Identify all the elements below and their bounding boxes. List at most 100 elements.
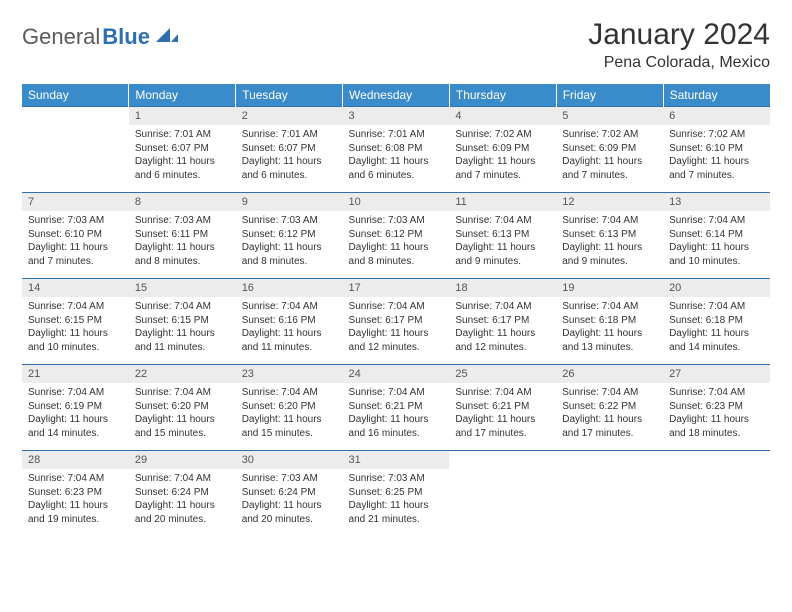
sunset-line: Sunset: 6:20 PM — [135, 400, 230, 414]
daylight1-line: Daylight: 11 hours — [349, 413, 444, 427]
sunrise-line: Sunrise: 7:01 AM — [242, 128, 337, 142]
daylight1-line: Daylight: 11 hours — [669, 413, 764, 427]
cell-body: Sunrise: 7:01 AMSunset: 6:08 PMDaylight:… — [343, 125, 450, 186]
sunrise-line: Sunrise: 7:01 AM — [349, 128, 444, 142]
cell-body: Sunrise: 7:04 AMSunset: 6:21 PMDaylight:… — [343, 383, 450, 444]
sunrise-line: Sunrise: 7:04 AM — [135, 472, 230, 486]
calendar-cell: 9Sunrise: 7:03 AMSunset: 6:12 PMDaylight… — [236, 193, 343, 279]
brand-logo: GeneralBlue — [22, 24, 178, 50]
weekday-header: Saturday — [663, 84, 770, 107]
day-number: 28 — [22, 451, 129, 469]
daylight2-line: and 14 minutes. — [28, 427, 123, 441]
daylight1-line: Daylight: 11 hours — [669, 241, 764, 255]
sunrise-line: Sunrise: 7:04 AM — [28, 300, 123, 314]
daylight1-line: Daylight: 11 hours — [455, 413, 550, 427]
calendar-body: 1Sunrise: 7:01 AMSunset: 6:07 PMDaylight… — [22, 107, 770, 537]
day-number: 14 — [22, 279, 129, 297]
day-number: 26 — [556, 365, 663, 383]
sunset-line: Sunset: 6:25 PM — [349, 486, 444, 500]
day-number: 2 — [236, 107, 343, 125]
day-number: 23 — [236, 365, 343, 383]
calendar-cell — [22, 107, 129, 193]
sunset-line: Sunset: 6:17 PM — [349, 314, 444, 328]
daylight1-line: Daylight: 11 hours — [349, 241, 444, 255]
daylight2-line: and 20 minutes. — [242, 513, 337, 527]
daylight1-line: Daylight: 11 hours — [349, 155, 444, 169]
daylight1-line: Daylight: 11 hours — [135, 413, 230, 427]
daylight1-line: Daylight: 11 hours — [562, 241, 657, 255]
calendar-cell: 7Sunrise: 7:03 AMSunset: 6:10 PMDaylight… — [22, 193, 129, 279]
daylight1-line: Daylight: 11 hours — [242, 327, 337, 341]
daylight2-line: and 6 minutes. — [349, 169, 444, 183]
day-number: 13 — [663, 193, 770, 211]
calendar-cell: 17Sunrise: 7:04 AMSunset: 6:17 PMDayligh… — [343, 279, 450, 365]
calendar-cell: 10Sunrise: 7:03 AMSunset: 6:12 PMDayligh… — [343, 193, 450, 279]
calendar-cell: 15Sunrise: 7:04 AMSunset: 6:15 PMDayligh… — [129, 279, 236, 365]
sunrise-line: Sunrise: 7:04 AM — [562, 214, 657, 228]
day-number: 6 — [663, 107, 770, 125]
daylight1-line: Daylight: 11 hours — [28, 241, 123, 255]
daylight2-line: and 20 minutes. — [135, 513, 230, 527]
calendar-cell: 19Sunrise: 7:04 AMSunset: 6:18 PMDayligh… — [556, 279, 663, 365]
sunrise-line: Sunrise: 7:04 AM — [242, 300, 337, 314]
cell-body: Sunrise: 7:03 AMSunset: 6:11 PMDaylight:… — [129, 211, 236, 272]
daylight1-line: Daylight: 11 hours — [135, 241, 230, 255]
weekday-header: Sunday — [22, 84, 129, 107]
daylight1-line: Daylight: 11 hours — [135, 327, 230, 341]
cell-body: Sunrise: 7:04 AMSunset: 6:16 PMDaylight:… — [236, 297, 343, 358]
daylight2-line: and 6 minutes. — [135, 169, 230, 183]
daylight2-line: and 8 minutes. — [135, 255, 230, 269]
day-number: 8 — [129, 193, 236, 211]
day-number: 24 — [343, 365, 450, 383]
daylight1-line: Daylight: 11 hours — [349, 499, 444, 513]
calendar-cell: 25Sunrise: 7:04 AMSunset: 6:21 PMDayligh… — [449, 365, 556, 451]
calendar-cell: 5Sunrise: 7:02 AMSunset: 6:09 PMDaylight… — [556, 107, 663, 193]
cell-body: Sunrise: 7:01 AMSunset: 6:07 PMDaylight:… — [129, 125, 236, 186]
weekday-header: Tuesday — [236, 84, 343, 107]
daylight2-line: and 17 minutes. — [562, 427, 657, 441]
daylight1-line: Daylight: 11 hours — [242, 155, 337, 169]
cell-body: Sunrise: 7:02 AMSunset: 6:09 PMDaylight:… — [556, 125, 663, 186]
sunrise-line: Sunrise: 7:04 AM — [455, 300, 550, 314]
sunset-line: Sunset: 6:13 PM — [562, 228, 657, 242]
day-number: 5 — [556, 107, 663, 125]
sunset-line: Sunset: 6:07 PM — [242, 142, 337, 156]
cell-body: Sunrise: 7:04 AMSunset: 6:19 PMDaylight:… — [22, 383, 129, 444]
weekday-header: Wednesday — [343, 84, 450, 107]
calendar-cell: 12Sunrise: 7:04 AMSunset: 6:13 PMDayligh… — [556, 193, 663, 279]
cell-body: Sunrise: 7:04 AMSunset: 6:20 PMDaylight:… — [236, 383, 343, 444]
sunset-line: Sunset: 6:21 PM — [455, 400, 550, 414]
daylight1-line: Daylight: 11 hours — [28, 413, 123, 427]
daylight2-line: and 17 minutes. — [455, 427, 550, 441]
calendar-cell: 22Sunrise: 7:04 AMSunset: 6:20 PMDayligh… — [129, 365, 236, 451]
daylight2-line: and 8 minutes. — [349, 255, 444, 269]
daylight2-line: and 10 minutes. — [669, 255, 764, 269]
sunrise-line: Sunrise: 7:03 AM — [135, 214, 230, 228]
daylight2-line: and 21 minutes. — [349, 513, 444, 527]
sunset-line: Sunset: 6:24 PM — [135, 486, 230, 500]
daylight2-line: and 11 minutes. — [135, 341, 230, 355]
daylight1-line: Daylight: 11 hours — [242, 241, 337, 255]
daylight2-line: and 15 minutes. — [242, 427, 337, 441]
day-number: 30 — [236, 451, 343, 469]
cell-body: Sunrise: 7:03 AMSunset: 6:25 PMDaylight:… — [343, 469, 450, 530]
calendar-cell: 8Sunrise: 7:03 AMSunset: 6:11 PMDaylight… — [129, 193, 236, 279]
sunset-line: Sunset: 6:23 PM — [28, 486, 123, 500]
calendar-cell — [556, 451, 663, 537]
daylight1-line: Daylight: 11 hours — [455, 241, 550, 255]
day-number: 20 — [663, 279, 770, 297]
weekday-header: Monday — [129, 84, 236, 107]
sunset-line: Sunset: 6:07 PM — [135, 142, 230, 156]
daylight2-line: and 12 minutes. — [349, 341, 444, 355]
day-number: 7 — [22, 193, 129, 211]
day-number: 31 — [343, 451, 450, 469]
calendar-cell: 23Sunrise: 7:04 AMSunset: 6:20 PMDayligh… — [236, 365, 343, 451]
sunrise-line: Sunrise: 7:04 AM — [669, 300, 764, 314]
sunset-line: Sunset: 6:12 PM — [349, 228, 444, 242]
calendar-week-row: 7Sunrise: 7:03 AMSunset: 6:10 PMDaylight… — [22, 193, 770, 279]
daylight2-line: and 19 minutes. — [28, 513, 123, 527]
daylight1-line: Daylight: 11 hours — [135, 155, 230, 169]
calendar-cell: 27Sunrise: 7:04 AMSunset: 6:23 PMDayligh… — [663, 365, 770, 451]
cell-body: Sunrise: 7:04 AMSunset: 6:15 PMDaylight:… — [22, 297, 129, 358]
cell-body: Sunrise: 7:03 AMSunset: 6:12 PMDaylight:… — [343, 211, 450, 272]
